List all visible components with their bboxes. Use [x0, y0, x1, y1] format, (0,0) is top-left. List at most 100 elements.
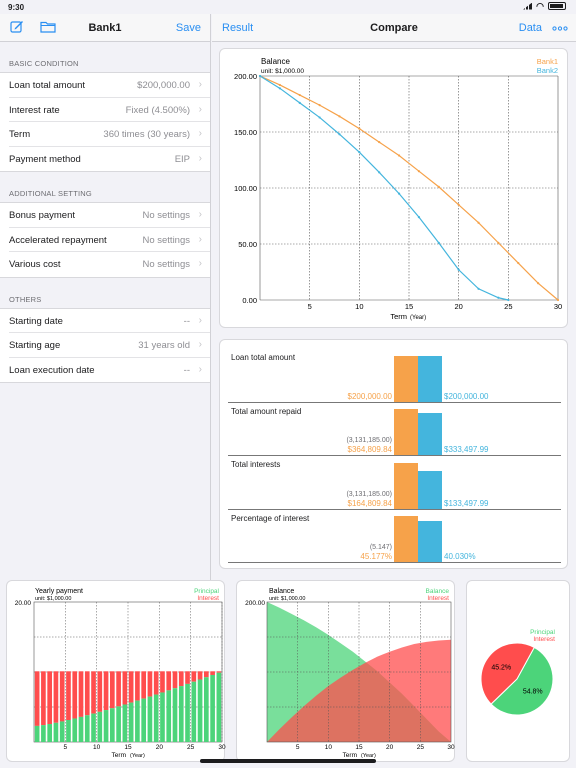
chevron-right-icon: ›	[198, 152, 202, 164]
bar-principal	[66, 719, 71, 742]
compose-icon[interactable]	[10, 20, 24, 33]
row-bonus-payment[interactable]: Bonus payment No settings ›	[9, 203, 210, 228]
series-line-bank1	[259, 75, 559, 301]
bar-interest	[59, 671, 65, 722]
x-axis-label: Term	[112, 752, 126, 759]
result-button[interactable]: Result	[222, 22, 254, 34]
x-tick-label: 30	[447, 744, 455, 751]
more-icon[interactable]	[552, 26, 568, 31]
data-point	[298, 101, 301, 104]
bar-interest	[216, 671, 222, 673]
bar-interest	[197, 671, 203, 680]
row-term[interactable]: Term 360 times (30 years) ›	[9, 122, 210, 147]
data-point	[397, 154, 401, 157]
row-label: Payment method	[9, 153, 81, 165]
bar-interest	[172, 671, 178, 689]
bar-principal	[53, 722, 59, 742]
bar-interest	[34, 671, 40, 726]
row-value: 31 years old	[138, 340, 190, 351]
compare-row: Total amount repaid $364,809.84 $333,497.9…	[228, 403, 561, 456]
x-tick-label: 30	[218, 744, 226, 751]
x-tick-label: 10	[325, 744, 333, 751]
bar-principal	[47, 724, 52, 742]
save-button[interactable]: Save	[175, 22, 201, 34]
x-axis-unit: (Year)	[361, 753, 376, 759]
row-value: No settings	[142, 259, 190, 270]
y-tick-label: 200.00	[245, 600, 265, 607]
row-label: Term	[9, 129, 31, 140]
chart-unit: unit: $1,000.00	[35, 596, 71, 602]
x-tick-label: 5	[296, 744, 300, 751]
row-loan-total-amount[interactable]: Loan total amount $200,000.00 ›	[9, 73, 210, 98]
data-point	[537, 282, 540, 285]
data-point	[278, 87, 281, 90]
data-point	[556, 298, 560, 302]
bar-principal	[78, 716, 84, 742]
x-axis-unit: (Year)	[130, 753, 145, 759]
value-bank1: $164,809.84	[347, 498, 393, 508]
x-tick-label: 30	[554, 302, 562, 311]
row-loan-execution-date[interactable]: Loan execution date -- ›	[9, 358, 210, 383]
row-label: Starting date	[9, 315, 63, 327]
chevron-right-icon: ›	[198, 363, 202, 375]
row-accelerated-repayment[interactable]: Accelerated repayment No settings ›	[9, 228, 210, 252]
data-button[interactable]: Data	[518, 22, 542, 34]
chevron-right-icon: ›	[198, 339, 202, 350]
row-value: Fixed (4.500%)	[125, 104, 190, 116]
bar-principal	[204, 677, 209, 742]
balance-compare-card: Balance unit: $1,000.00 Bank1 Bank2 200.00 15…	[219, 48, 568, 328]
row-various-cost[interactable]: Various cost No settings ›	[9, 252, 210, 277]
legend-bank1: Bank1	[537, 57, 558, 66]
y-tick-label: 150.00	[234, 128, 257, 137]
legend-interest: Interest	[197, 595, 219, 602]
bar-bank2	[418, 355, 442, 402]
value-bank2: $200,000.00	[444, 391, 489, 401]
folder-icon[interactable]	[40, 20, 56, 33]
x-tick-label: 20	[454, 302, 462, 311]
legend-principal: Principal	[194, 588, 219, 595]
bar-interest	[122, 671, 128, 705]
section-header-basic: BASIC CONDITION	[9, 59, 79, 68]
bar-principal	[210, 674, 215, 742]
compare-navbar: Result Compare Data	[212, 14, 576, 42]
data-point	[497, 296, 500, 299]
bar-interest	[91, 671, 96, 714]
y-tick-label: 0.00	[242, 296, 257, 305]
x-axis-label: Term	[390, 312, 407, 321]
data-point	[378, 140, 381, 144]
x-tick-label: 25	[417, 744, 425, 751]
pie-label: 54.8%	[523, 688, 543, 695]
bar-principal	[216, 672, 222, 742]
status-bar: 9:30 ◠	[0, 0, 576, 14]
data-point	[497, 241, 500, 244]
area-interest	[267, 639, 451, 742]
x-tick-label: 10	[355, 302, 363, 311]
bar-bank1	[394, 355, 418, 402]
chevron-right-icon: ›	[198, 258, 202, 269]
data-point	[378, 171, 381, 174]
row-value: No settings	[142, 210, 190, 221]
row-label: Starting age	[9, 340, 61, 351]
chart-title: Balance	[269, 588, 294, 595]
compare-table-card: Loan total amount $200,000.00 $200,000.00 T…	[219, 339, 568, 569]
row-value: No settings	[142, 234, 190, 246]
row-starting-date[interactable]: Starting date -- ›	[9, 309, 210, 333]
chevron-right-icon: ›	[198, 209, 202, 220]
x-axis-label: Term	[343, 752, 357, 759]
bar-bank1	[394, 462, 418, 509]
settings-pane: Bank1 Save BASIC CONDITION Loan total am…	[0, 14, 211, 580]
data-point	[397, 192, 401, 195]
row-starting-age[interactable]: Starting age 31 years old ›	[9, 333, 210, 358]
bar-bank2	[418, 471, 442, 509]
bar-interest	[128, 671, 134, 703]
bar-principal	[147, 696, 153, 742]
difference-value: (3,131,185.00)	[346, 490, 392, 498]
row-interest-rate[interactable]: Interest rate Fixed (4.500%) ›	[9, 98, 210, 122]
compare-label: Total interests	[231, 460, 281, 469]
value-bank2: 40.030%	[444, 552, 476, 561]
row-payment-method[interactable]: Payment method EIP ›	[9, 147, 210, 172]
group-additional: Bonus payment No settings › Accelerated re…	[0, 202, 210, 278]
row-value: --	[183, 364, 190, 376]
